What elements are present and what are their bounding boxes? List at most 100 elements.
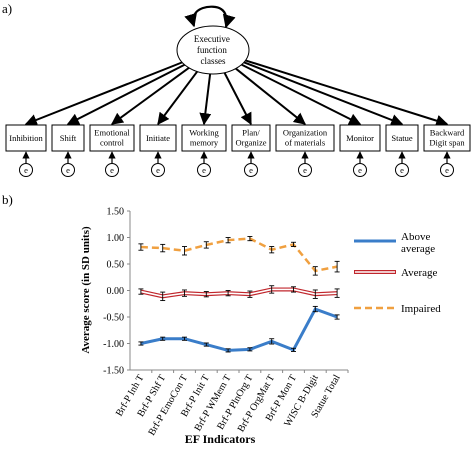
error-label: e [249, 165, 253, 175]
error-bar [182, 336, 187, 341]
y-tick-label: -1.50 [103, 366, 124, 377]
factor-loading-arrow [111, 67, 190, 125]
indicator-box: Shift e [51, 63, 186, 177]
indicator-box: Monitor e [241, 63, 381, 177]
error-label: e [202, 165, 206, 175]
error-bar [247, 347, 253, 352]
factor-loading-arrow [66, 63, 186, 125]
factor-loading-arrow [245, 59, 449, 127]
indicator-box-frame [51, 124, 85, 152]
legend-label: Average [401, 267, 438, 279]
indicator-box: Inhibition e [5, 61, 183, 177]
panel-a: a) Executive function classes Inhibition… [2, 1, 471, 177]
indicator-box-frame [423, 124, 471, 152]
x-axis-label: EF Indicators [185, 432, 256, 446]
y-tick-label: 1.50 [107, 207, 125, 218]
error-label: e [400, 165, 404, 175]
indicator-label: Initiate [146, 133, 170, 143]
y-axis-label: Average score (in SD units) [80, 226, 92, 354]
error-bar [203, 291, 209, 298]
error-circle [151, 163, 165, 177]
error-bar [182, 289, 187, 297]
panel-b: b) Average score (in SD units) EF Indica… [2, 192, 441, 446]
indicator-box-frame [231, 124, 271, 152]
indicator-label: Organization of materials [283, 128, 328, 148]
error-bar [203, 241, 209, 249]
indicator-box-frame [385, 124, 419, 152]
error-label: e [24, 165, 28, 175]
error-bar [334, 260, 340, 273]
y-tick-label: 0.50 [107, 260, 125, 271]
legend-item: Average [354, 267, 438, 279]
central-ellipse [176, 25, 250, 75]
error-bar [160, 243, 166, 253]
error-label: e [303, 165, 307, 175]
error-bar [160, 336, 166, 341]
indicator-box: Working memory e [181, 73, 227, 177]
indicator-box-frame [181, 124, 227, 152]
series-average [138, 285, 340, 302]
error-bar [138, 288, 144, 295]
factor-loading-arrow [241, 63, 362, 125]
indicator-box-frame [89, 124, 135, 152]
legend: Above average Average Impaired [354, 231, 441, 315]
indicator-label: Emotional control [94, 128, 130, 148]
error-circle [395, 163, 409, 177]
indicator-box: Statue e [243, 61, 419, 177]
error-bar [334, 288, 340, 298]
y-tick-label: 0.00 [107, 286, 125, 297]
error-circle [19, 163, 33, 177]
error-bar [269, 338, 275, 345]
indicator-box-frame [339, 124, 381, 152]
indicator-box-frame [5, 124, 47, 152]
error-bar [291, 241, 296, 247]
series-above-average [138, 305, 340, 353]
y-tick-label: -1.00 [103, 339, 124, 350]
error-circle [105, 163, 119, 177]
series-line [140, 307, 338, 352]
indicator-label: Inhibition [9, 133, 43, 143]
factor-loading-arrow [223, 72, 252, 126]
error-label: e [66, 165, 70, 175]
error-circle [353, 163, 367, 177]
legend-label: Above average [401, 231, 435, 255]
y-tick-label: -0.50 [103, 313, 124, 324]
error-bar [269, 285, 275, 294]
panel-a-label: a) [2, 1, 12, 16]
error-circle [244, 163, 258, 177]
error-bar [225, 237, 231, 244]
error-circle [197, 163, 211, 177]
indicator-box: Initiate e [139, 70, 198, 177]
indicator-box-frame [139, 124, 177, 152]
error-bar [291, 286, 296, 293]
self-loop-arrow [184, 5, 236, 29]
y-tick-label: 1.00 [107, 233, 125, 244]
error-bar [312, 305, 318, 313]
factor-loading-arrow [235, 67, 306, 125]
error-label: e [358, 165, 362, 175]
legend-label: Impaired [401, 303, 441, 315]
error-label: e [156, 165, 160, 175]
legend-item: Impaired [354, 303, 441, 315]
error-bar [160, 291, 166, 302]
legend-item: Above average [354, 231, 435, 255]
factor-loading-arrow [157, 70, 198, 125]
factor-loading-arrow [24, 61, 183, 126]
indicator-box: Plan/Organize e [223, 72, 271, 177]
indicator-label: Statue [391, 133, 412, 143]
error-bar [334, 314, 340, 320]
error-bar [269, 246, 275, 254]
error-bar [138, 341, 144, 346]
series-line [140, 237, 338, 273]
indicator-box: Emotional control e [89, 67, 190, 177]
indicator-label: Working memory [189, 128, 219, 148]
error-bar [312, 289, 318, 299]
indicator-label: Plan/Organize [236, 128, 267, 148]
error-bar [291, 347, 296, 352]
error-bar [225, 290, 231, 297]
factor-loading-arrow [199, 73, 212, 126]
error-bar [182, 246, 187, 256]
